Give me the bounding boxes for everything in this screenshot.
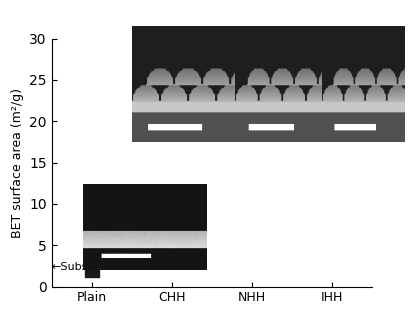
- Point: [248, 52, 255, 58]
- Text: ←Substrate: ←Substrate: [52, 262, 115, 272]
- Point: [88, 268, 95, 273]
- Point: [169, 51, 175, 56]
- Point: [328, 59, 335, 64]
- Y-axis label: BET surface area (m²/g): BET surface area (m²/g): [11, 88, 24, 238]
